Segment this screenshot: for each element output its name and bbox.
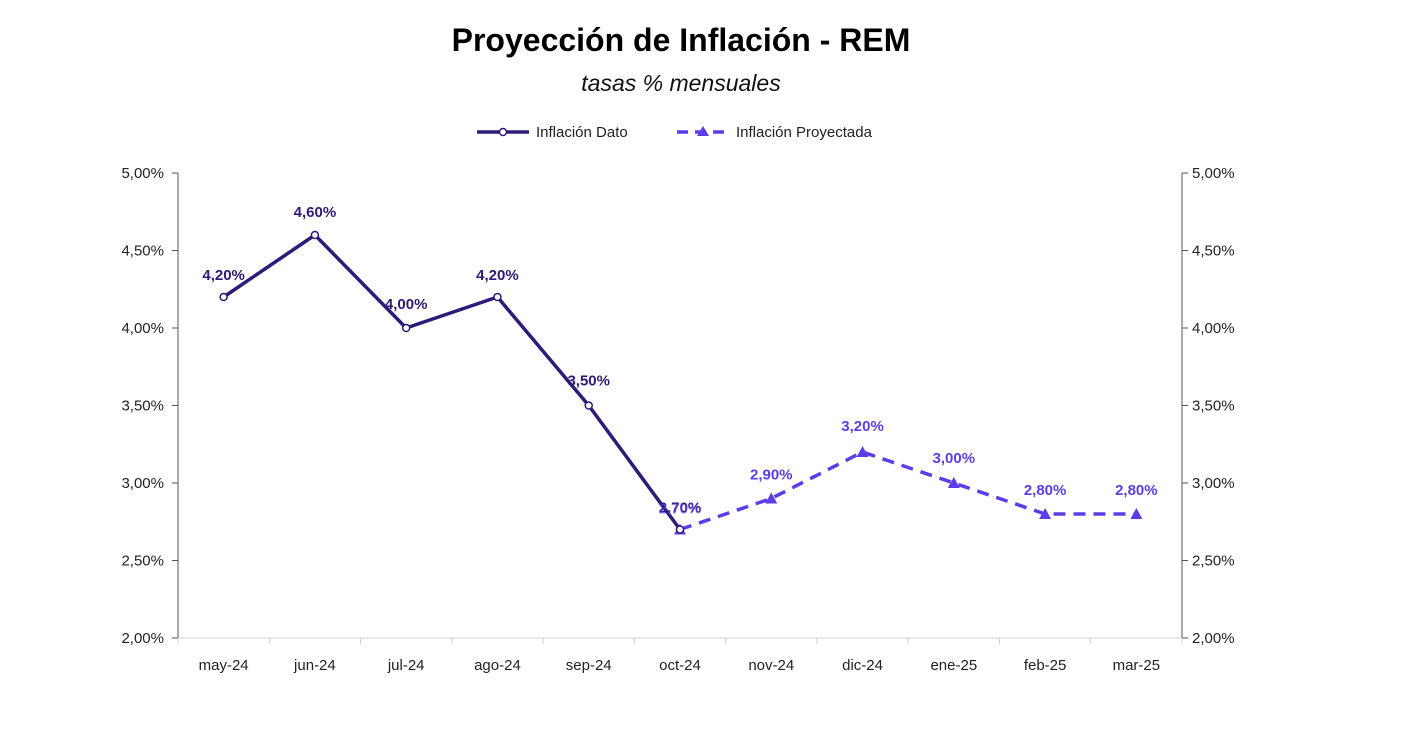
data-label-dato: 4,60%: [294, 204, 337, 221]
data-label-dato: 4,00%: [385, 296, 428, 313]
data-label-dato: 2,70%: [659, 500, 702, 517]
y-tick-label-left: 2,50%: [121, 553, 164, 570]
point-dato: [584, 401, 593, 410]
x-tick-label: feb-25: [1024, 657, 1067, 674]
data-label-dato: 3,50%: [567, 373, 610, 390]
x-tick-label: dic-24: [842, 657, 883, 674]
y-tick-label-right: 3,50%: [1192, 398, 1235, 415]
series-line-dato: [222, 233, 682, 531]
point-proyectada: [856, 446, 869, 457]
chart-subtitle: tasas % mensuales: [581, 70, 781, 96]
data-label-proyectada: 3,20%: [841, 418, 884, 435]
data-label-proyectada: 2,70%: [659, 501, 702, 518]
series-line-proyectada: [679, 450, 1137, 532]
y-tick-label-right: 4,00%: [1192, 320, 1235, 337]
data-label-proyectada: 2,90%: [750, 467, 793, 484]
y-tick-label-left: 3,50%: [121, 398, 164, 415]
data-label-proyectada: 2,80%: [1024, 482, 1067, 499]
point-dato: [219, 292, 228, 302]
point-proyectada: [947, 477, 960, 488]
point-dato: [493, 292, 502, 302]
legend-swatch-proyectada-icon: [677, 126, 729, 136]
x-tick-label: nov-24: [748, 657, 794, 674]
legend-swatch-dato-icon: [477, 127, 529, 137]
y-tick-label-right: 2,50%: [1192, 553, 1235, 570]
y-tick-label-left: 3,00%: [121, 475, 164, 492]
x-tick-label: oct-24: [659, 657, 701, 674]
point-dato: [401, 323, 411, 333]
y-tick-label-left: 2,00%: [121, 630, 164, 647]
x-tick-label: jun-24: [293, 657, 336, 674]
x-tick-label: sep-24: [566, 657, 612, 674]
chart-title: Proyección de Inflación - REM: [451, 22, 911, 58]
y-tick-label-left: 4,00%: [121, 320, 164, 337]
y-tick-label-right: 5,00%: [1192, 165, 1235, 182]
y-tick-label-left: 5,00%: [121, 165, 164, 182]
y-tick-label-right: 3,00%: [1192, 475, 1235, 492]
x-tick-label: mar-25: [1113, 657, 1161, 674]
point-proyectada: [1039, 508, 1052, 519]
y-tick-label-left: 4,50%: [121, 243, 164, 260]
data-label-dato: 4,20%: [202, 267, 245, 284]
legend-label-dato: Inflación Dato: [536, 124, 628, 141]
y-tick-label-right: 4,50%: [1192, 243, 1235, 260]
x-tick-label: jul-24: [387, 657, 425, 674]
point-dato: [675, 525, 685, 534]
point-dato: [310, 230, 320, 240]
y-tick-label-right: 2,00%: [1192, 630, 1235, 647]
x-tick-label: may-24: [199, 657, 249, 674]
x-tick-label: ago-24: [474, 657, 521, 674]
data-label-dato: 4,20%: [476, 267, 519, 284]
data-label-proyectada: 2,80%: [1115, 482, 1158, 499]
legend-label-proyectada: Inflación Proyectada: [736, 124, 872, 141]
x-tick-label: ene-25: [930, 657, 977, 674]
point-proyectada: [1130, 508, 1143, 519]
point-proyectada: [765, 492, 778, 504]
data-label-proyectada: 3,00%: [933, 450, 976, 467]
